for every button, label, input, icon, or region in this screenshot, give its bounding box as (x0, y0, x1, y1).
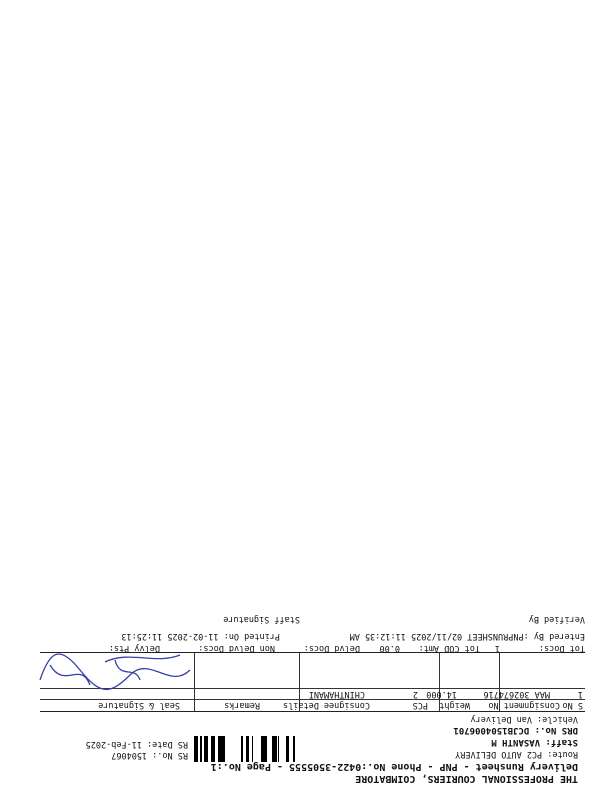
barcode-bar (264, 736, 267, 762)
non-delvd-docs: Non Delvd Docs: (198, 643, 275, 653)
barcode-bar (278, 736, 279, 762)
column-header: S No (562, 700, 583, 710)
barcode-bar (218, 736, 221, 762)
vehicle: Vehicle: Van Delivery (470, 714, 578, 724)
entered-by: Entered By :PNPRUNSHEET 02/11/2025 11:12… (349, 631, 585, 641)
barcode-bar (224, 736, 225, 762)
barcode-bar (200, 736, 202, 762)
barcode-bar (272, 736, 275, 762)
barcode-bar (213, 736, 215, 762)
tot-cod: 0.00 (379, 643, 400, 653)
cell: MAA 302674716 (483, 689, 550, 699)
barcode-bar (222, 736, 224, 762)
barcode-bar (261, 736, 264, 762)
cell: 14.000 (426, 689, 457, 699)
tot-docs: 1 (494, 643, 500, 653)
barcode-bar (246, 736, 249, 762)
barcode-bar (197, 736, 198, 762)
cell: CHINTHAMANI (308, 689, 365, 699)
column-header: Remarks (224, 700, 260, 710)
route: Route: PC2 AUTO DELIVERY (455, 749, 578, 759)
rs-no: RS No.: 1504067 (111, 750, 188, 760)
column-header: PCS (412, 700, 428, 710)
barcode-bar (211, 736, 213, 762)
barcode-bar (241, 736, 243, 762)
barcode (194, 736, 295, 762)
rs-date: RS Date: 11-Feb-2025 (85, 739, 188, 749)
barcode-bar (221, 736, 222, 762)
column-header: Seal & Signature (98, 700, 180, 710)
column-header: Consignee Details (283, 700, 370, 710)
staff-signature: Staff Signature (223, 614, 300, 624)
signature-stroke (39, 653, 191, 691)
barcode-bar (194, 736, 196, 762)
barcode-bar (206, 736, 208, 762)
barcode-bar (293, 736, 295, 762)
barcode-bar (275, 736, 277, 762)
barcode-bar (252, 736, 253, 762)
company: THE PROFESSIONAL COURIERS, COIMBATORE (355, 773, 578, 784)
delvd-docs: Delvd Docs: (303, 643, 360, 653)
drs-no: DRS No.: DCJB1504006701 (453, 725, 578, 735)
tot-cod-label: Tot COD Amt: (418, 643, 480, 653)
cell: 2 (412, 689, 418, 699)
column-header: Consignment No (488, 700, 560, 710)
column-header: Weight (439, 700, 470, 710)
signature (39, 653, 191, 691)
barcode-bar (204, 736, 206, 762)
barcode-bar (196, 736, 197, 762)
cell: 1 (577, 689, 583, 699)
staff: Staff: VASANTH M (491, 737, 578, 747)
barcode-bar (286, 736, 289, 762)
tot-docs-label: Tot Docs: (538, 643, 585, 653)
verified-by: Verified By (528, 614, 585, 624)
